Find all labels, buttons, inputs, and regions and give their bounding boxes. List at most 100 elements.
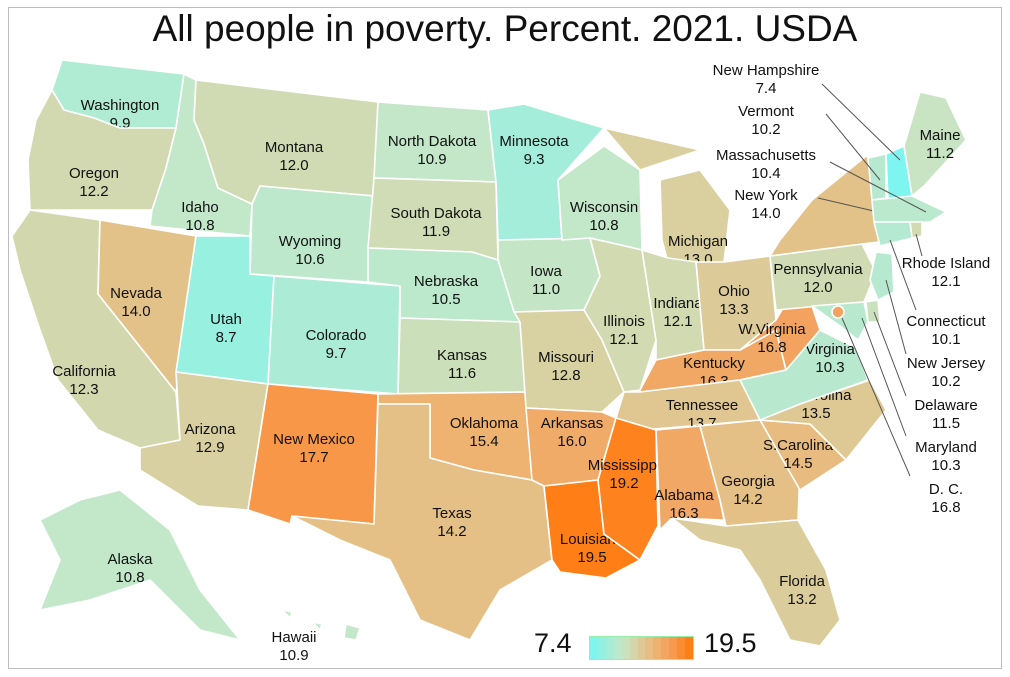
- leader-line: [841, 317, 911, 477]
- state-value-label: 10.8: [589, 217, 618, 234]
- state-value-label: 12.2: [79, 183, 108, 200]
- state-name-label: D. C.: [929, 481, 963, 498]
- state-shape-new-jersey: [869, 251, 895, 301]
- state-value-label: 16.8: [931, 499, 960, 516]
- state-value-label: 14.0: [121, 303, 150, 320]
- legend-swatch: [685, 637, 693, 659]
- state-value-label: 10.3: [815, 359, 844, 376]
- state-shape-florida: [671, 517, 841, 647]
- state-value-label: 9.3: [524, 151, 545, 168]
- state-value-label: 12.3: [69, 381, 98, 398]
- state-name-label: Idaho: [181, 199, 219, 216]
- leader-line: [885, 279, 907, 355]
- state-value-label: 10.8: [185, 217, 214, 234]
- legend-swatch: [621, 637, 630, 659]
- state-value-label: 12.0: [279, 157, 308, 174]
- legend-swatch: [653, 637, 662, 659]
- state-value-label: 14.5: [783, 455, 812, 472]
- state-value-label: 12.8: [551, 367, 580, 384]
- state-value-label: 16.0: [557, 433, 586, 450]
- state-name-label: Hawaii: [271, 629, 316, 646]
- legend-swatch: [677, 637, 686, 659]
- state-value-label: 11.9: [422, 223, 450, 240]
- state-name-label: Colorado: [306, 327, 367, 344]
- leader-line: [821, 83, 901, 161]
- leader-line: [889, 239, 917, 311]
- state-name-label: Texas: [432, 505, 471, 522]
- state-value-label: 10.4: [751, 165, 780, 182]
- state-value-label: 16.8: [757, 339, 786, 356]
- state-name-label: New York: [734, 187, 798, 204]
- state-value-label: 11.0: [532, 281, 560, 298]
- state-name-label: South Dakota: [391, 205, 483, 222]
- state-value-label: 10.2: [931, 373, 960, 390]
- state-name-label: Arizona: [185, 421, 237, 438]
- state-name-label: Utah: [210, 311, 242, 328]
- state-value-label: 7.4: [756, 80, 777, 97]
- state-value-label: 10.3: [931, 457, 960, 474]
- map-frame: [8, 7, 1002, 669]
- state-value-label: 16.3: [669, 505, 698, 522]
- state-value-label: 15.4: [469, 433, 498, 450]
- state-name-label: Washington: [81, 97, 160, 114]
- state-name-label: Maryland: [915, 439, 977, 456]
- state-shape-alaska: [39, 489, 241, 641]
- state-name-label: S.Carolina: [763, 437, 834, 454]
- legend-swatch: [590, 637, 598, 659]
- legend-swatch: [629, 637, 638, 659]
- state-name-label: Kansas: [437, 347, 487, 364]
- state-value-label: 11.6: [448, 365, 476, 382]
- state-value-label: 19.5: [577, 549, 606, 566]
- legend-swatch: [669, 637, 678, 659]
- state-name-label: Indiana: [653, 295, 703, 312]
- leader-line: [829, 161, 927, 213]
- state-value-label: 12.0: [803, 279, 832, 296]
- state-value-label: 8.7: [216, 329, 237, 346]
- state-shape-massachusetts: [871, 195, 947, 223]
- state-name-label: New Hampshire: [713, 62, 820, 79]
- state-name-label: California: [52, 363, 116, 380]
- state-name-label: Delaware: [914, 397, 977, 414]
- state-shape-connecticut: [873, 221, 913, 247]
- state-name-label: W.Virginia: [738, 321, 806, 338]
- state-value-label: 17.7: [299, 449, 328, 466]
- legend-swatch: [597, 637, 606, 659]
- state-name-label: Michigan: [668, 233, 728, 250]
- state-shape-hawaii: [281, 609, 361, 641]
- state-name-label: Oregon: [69, 165, 119, 182]
- state-value-label: 10.9: [279, 647, 308, 664]
- state-value-label: 19.2: [609, 475, 638, 492]
- leader-line: [817, 197, 879, 213]
- legend-min-label: 7.4: [534, 628, 572, 658]
- state-name-label: Minnesota: [499, 133, 569, 150]
- state-name-label: Vermont: [738, 103, 795, 120]
- state-name-label: Rhode Island: [902, 255, 990, 272]
- state-name-label: Massachusetts: [716, 147, 816, 164]
- state-name-label: New Jersey: [907, 355, 986, 372]
- state-value-label: 12.1: [931, 273, 960, 290]
- state-name-label: Wyoming: [279, 233, 341, 250]
- state-value-label: 14.2: [733, 491, 762, 508]
- legend-swatch: [605, 637, 614, 659]
- state-value-label: 10.1: [931, 331, 960, 348]
- state-value-label: 14.2: [437, 523, 466, 540]
- legend-swatch: [645, 637, 654, 659]
